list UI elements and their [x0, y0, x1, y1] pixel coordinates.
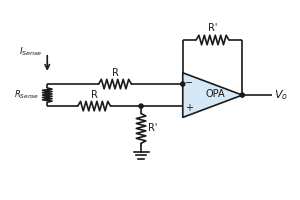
Text: $R_{Sense}$: $R_{Sense}$: [14, 89, 39, 101]
Text: +: +: [185, 103, 193, 113]
Circle shape: [240, 93, 244, 97]
Text: −: −: [185, 78, 194, 88]
Text: $I_{Sense}$: $I_{Sense}$: [20, 46, 43, 58]
Circle shape: [139, 104, 143, 108]
Text: OPA: OPA: [206, 89, 225, 99]
Polygon shape: [183, 73, 242, 117]
Circle shape: [181, 82, 185, 86]
Text: R': R': [208, 23, 217, 33]
Text: R: R: [112, 68, 118, 78]
Text: $V_o$: $V_o$: [274, 88, 288, 102]
Text: R': R': [148, 123, 157, 133]
Text: R: R: [91, 90, 98, 100]
